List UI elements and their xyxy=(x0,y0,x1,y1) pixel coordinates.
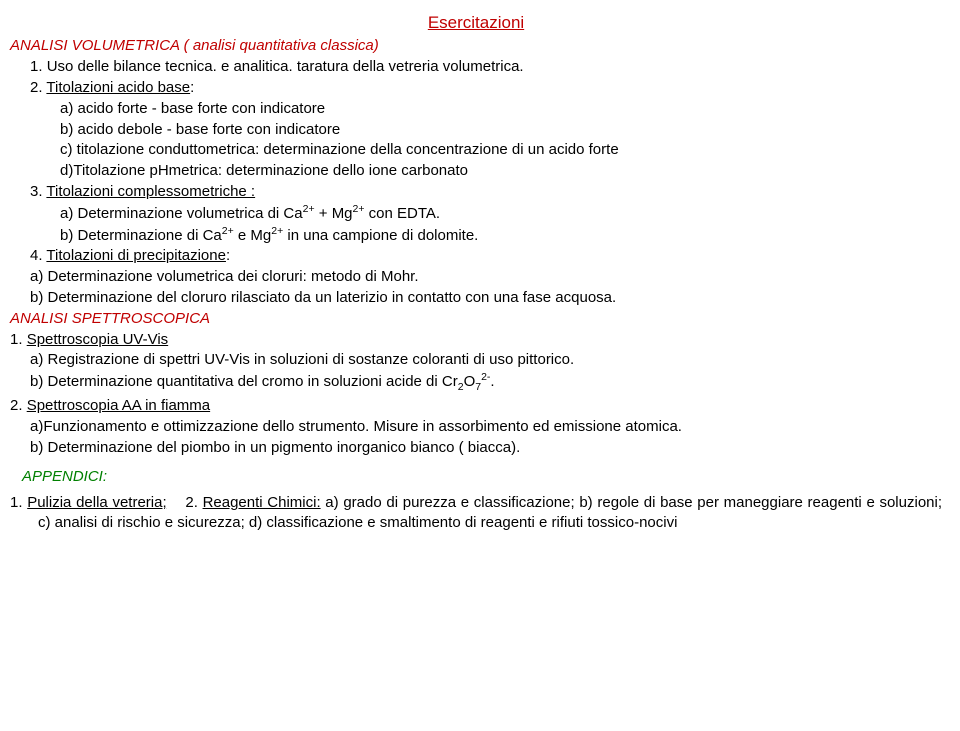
colon: : xyxy=(226,247,230,264)
num: 1. xyxy=(30,58,47,75)
appendici-text: APPENDICI: xyxy=(22,468,107,485)
app-num1: 1. xyxy=(10,494,27,511)
num: 1. xyxy=(10,331,27,348)
item-4b: b) Determinazione del cloruro rilasciato… xyxy=(10,288,942,308)
item-4: 4. Titolazioni di precipitazione: xyxy=(10,246,942,266)
num: 4. xyxy=(30,247,46,264)
appendici-heading: APPENDICI: xyxy=(10,467,942,487)
sup-2plus-c: 2+ xyxy=(222,225,234,237)
txt: Uso delle bilance tecnica. e analitica. … xyxy=(47,58,524,75)
sp-2b: b) Determinazione del piombo in un pigme… xyxy=(10,438,942,458)
item-4-underline: Titolazioni di precipitazione xyxy=(46,247,226,264)
t1: a) Determinazione volumetrica di Ca xyxy=(60,205,303,222)
O: O xyxy=(464,373,476,390)
item-3a: a) Determinazione volumetrica di Ca2+ + … xyxy=(10,203,942,224)
sup-2plus-d: 2+ xyxy=(271,225,283,237)
item-2b: b) acido debole - base forte con indicat… xyxy=(10,120,942,140)
item-1: 1. Uso delle bilance tecnica. e analitic… xyxy=(10,57,942,77)
item-3b: b) Determinazione di Ca2+ e Mg2+ in una … xyxy=(10,225,942,246)
t2: e Mg xyxy=(234,227,272,244)
sp-1a: a) Registrazione di spettri UV-Vis in so… xyxy=(10,350,942,370)
appendix-content: 1. Pulizia della vetreria; 2. Reagenti C… xyxy=(10,493,942,533)
sup-2plus: 2+ xyxy=(303,203,315,215)
item-3-underline: Titolazioni complessometriche : xyxy=(46,183,255,200)
item-2a: a) acido forte - base forte con indicato… xyxy=(10,99,942,119)
section-heading-volumetrica: ANALISI VOLUMETRICA ( analisi quantitati… xyxy=(10,36,942,56)
app-link-1: Pulizia della vetreria; xyxy=(27,494,166,511)
t3: con EDTA. xyxy=(365,205,441,222)
section-heading-spettroscopica: ANALISI SPETTROSCOPICA xyxy=(10,309,942,329)
t1: b) Determinazione di Ca xyxy=(60,227,222,244)
num: 2. xyxy=(10,397,27,414)
doc-title: Esercitazioni xyxy=(10,12,942,34)
item-2c: c) titolazione conduttometrica: determin… xyxy=(10,140,942,160)
t2: + Mg xyxy=(315,205,353,222)
app-link-2: Reagenti Chimici: xyxy=(203,494,321,511)
heading-text: ANALISI VOLUMETRICA ( analisi quantitati… xyxy=(10,37,379,54)
sp-2-underline: Spettroscopia AA in fiamma xyxy=(27,397,210,414)
item-4a: a) Determinazione volumetrica dei clorur… xyxy=(10,267,942,287)
app-sep: 2. xyxy=(167,494,203,511)
item-2-underline: Titolazioni acido base xyxy=(46,79,190,96)
sp-1-underline: Spettroscopia UV-Vis xyxy=(27,331,168,348)
t3: in una campione di dolomite. xyxy=(283,227,478,244)
num: 2. xyxy=(30,79,46,96)
item-3: 3. Titolazioni complessometriche : xyxy=(10,182,942,202)
sup-2plus-b: 2+ xyxy=(353,203,365,215)
item-2: 2. Titolazioni acido base: xyxy=(10,78,942,98)
colon: : xyxy=(190,79,194,96)
sp-1b: b) Determinazione quantitativa del cromo… xyxy=(10,371,942,395)
heading-text: ANALISI SPETTROSCOPICA xyxy=(10,310,210,327)
sp-2a: a)Funzionamento e ottimizzazione dello s… xyxy=(10,417,942,437)
sp-item-2: 2. Spettroscopia AA in fiamma xyxy=(10,396,942,416)
t1: b) Determinazione quantitativa del cromo… xyxy=(30,373,458,390)
end: . xyxy=(490,373,494,390)
num: 3. xyxy=(30,183,46,200)
sp-item-1: 1. Spettroscopia UV-Vis xyxy=(10,330,942,350)
item-2d: d)Titolazione pHmetrica: determinazione … xyxy=(10,161,942,181)
